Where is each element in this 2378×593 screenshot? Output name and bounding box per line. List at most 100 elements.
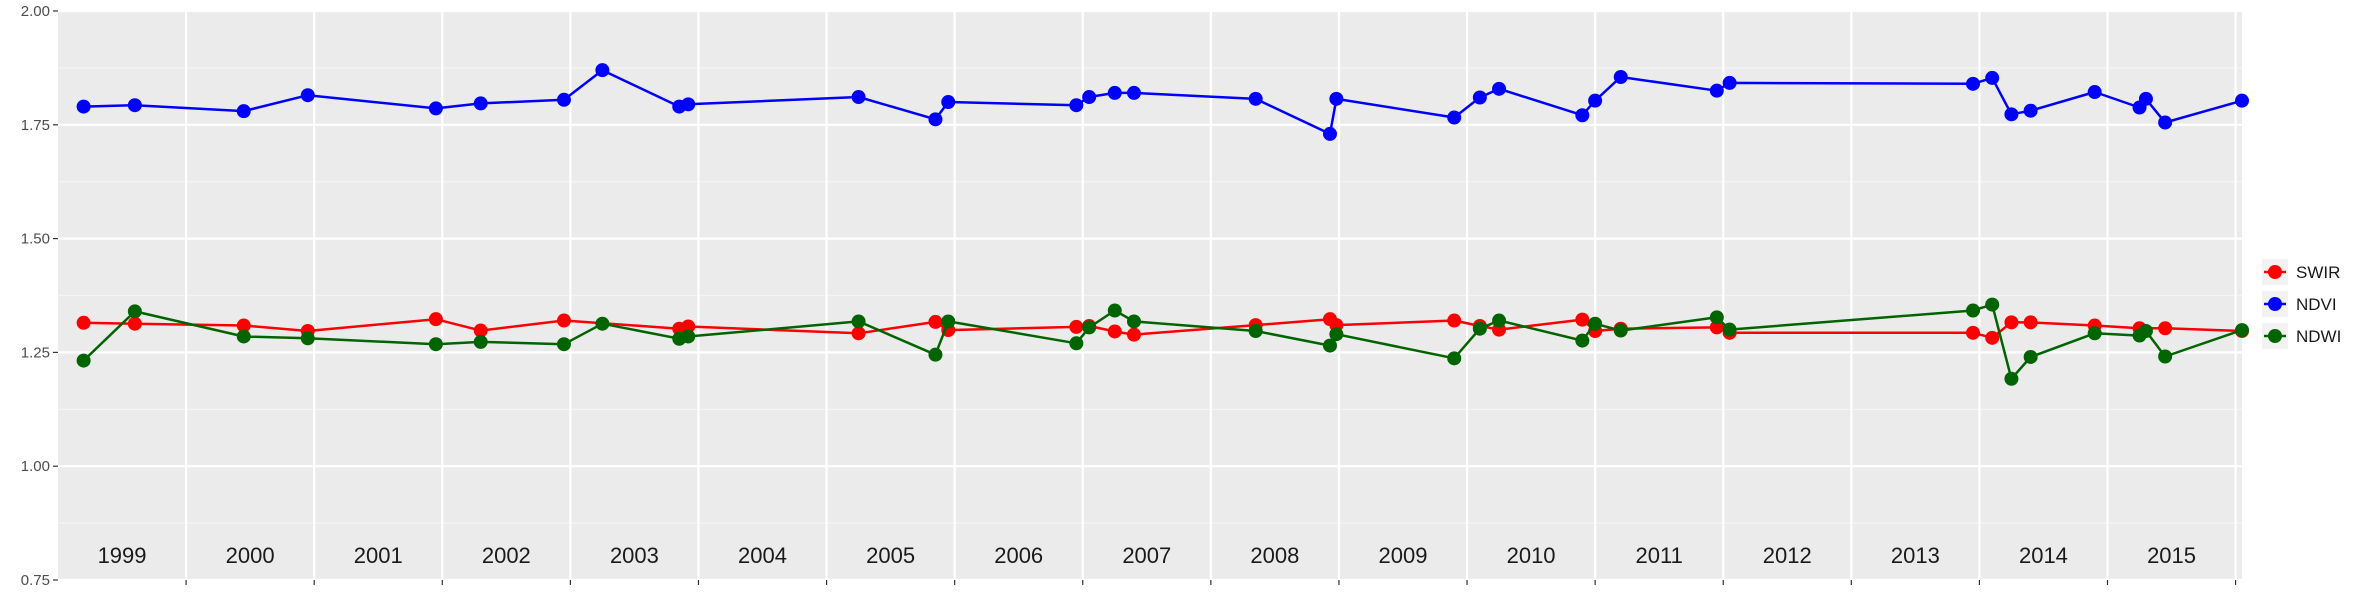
year-label: 2013 bbox=[1891, 543, 1940, 568]
data-point-swir bbox=[1985, 330, 2000, 345]
series-ndvi bbox=[76, 63, 2249, 141]
y-tick-label: 1.75 bbox=[21, 117, 50, 134]
data-point-ndvi bbox=[2138, 91, 2153, 106]
data-point-ndwi bbox=[1248, 324, 1263, 339]
data-point-swir bbox=[428, 312, 443, 327]
data-point-ndwi bbox=[1126, 314, 1141, 329]
year-label: 2006 bbox=[994, 543, 1043, 568]
data-point-ndwi bbox=[1575, 333, 1590, 348]
y-tick-label: 1.50 bbox=[21, 231, 50, 248]
data-point-ndvi bbox=[928, 112, 943, 127]
data-point-ndvi bbox=[1709, 83, 1724, 98]
data-point-swir bbox=[851, 326, 866, 341]
year-label: 2003 bbox=[610, 543, 659, 568]
data-point-ndvi bbox=[1447, 110, 1462, 125]
data-point-ndwi bbox=[2235, 323, 2249, 338]
legend-item-ndvi: NDVI bbox=[2262, 291, 2337, 317]
data-point-ndwi bbox=[236, 329, 251, 344]
data-point-ndwi bbox=[127, 304, 142, 319]
data-point-ndwi bbox=[1492, 313, 1507, 328]
year-label: 2007 bbox=[1122, 543, 1171, 568]
year-label: 2012 bbox=[1763, 543, 1812, 568]
data-point-ndvi bbox=[236, 104, 251, 119]
data-point-swir bbox=[556, 313, 571, 328]
series-layer bbox=[76, 63, 2249, 386]
data-point-ndvi bbox=[851, 90, 866, 105]
data-point-ndwi bbox=[1613, 323, 1628, 338]
data-point-ndwi bbox=[2087, 326, 2102, 341]
year-label: 2004 bbox=[738, 543, 787, 568]
data-point-swir bbox=[681, 319, 696, 334]
data-point-ndvi bbox=[681, 97, 696, 112]
year-label: 2014 bbox=[2019, 543, 2068, 568]
data-point-ndvi bbox=[428, 101, 443, 116]
data-point-ndwi bbox=[76, 353, 91, 368]
data-point-ndvi bbox=[1248, 91, 1263, 106]
data-point-ndvi bbox=[1985, 70, 2000, 85]
data-point-ndvi bbox=[556, 92, 571, 107]
year-label: 2015 bbox=[2147, 543, 2196, 568]
x-axis bbox=[185, 580, 2237, 585]
data-point-ndvi bbox=[1107, 85, 1122, 100]
data-point-ndvi bbox=[1575, 108, 1590, 123]
year-label: 2001 bbox=[354, 543, 403, 568]
data-point-ndwi bbox=[1709, 310, 1724, 325]
data-point-ndwi bbox=[1722, 322, 1737, 337]
year-label: 2011 bbox=[1636, 543, 1683, 568]
data-point-swir bbox=[1709, 320, 1724, 335]
data-point-ndwi bbox=[1472, 321, 1487, 336]
year-label: 1999 bbox=[98, 543, 147, 568]
data-point-ndvi bbox=[1322, 126, 1337, 141]
data-point-ndwi bbox=[2023, 349, 2038, 364]
y-axis: 0.75 1.00 1.25 1.50 1.75 2.00 bbox=[21, 3, 58, 589]
data-point-swir bbox=[2023, 315, 2038, 330]
data-point-ndvi bbox=[1069, 98, 1084, 113]
data-point-ndwi bbox=[1985, 297, 2000, 312]
y-tick-label: 1.00 bbox=[21, 458, 50, 475]
legend-item-ndwi: NDWI bbox=[2262, 323, 2341, 349]
data-point-ndvi bbox=[1082, 90, 1097, 105]
data-point-ndvi bbox=[2004, 107, 2019, 122]
data-point-ndwi bbox=[2138, 324, 2153, 339]
data-point-swir bbox=[236, 318, 251, 333]
data-point-ndvi bbox=[76, 99, 91, 114]
data-point-ndwi bbox=[1588, 316, 1603, 331]
data-point-swir bbox=[1447, 313, 1462, 328]
year-label: 2000 bbox=[226, 543, 275, 568]
data-point-ndvi bbox=[127, 98, 142, 113]
y-tick-label: 2.00 bbox=[21, 3, 50, 20]
data-point-swir bbox=[2004, 315, 2019, 330]
data-point-ndwi bbox=[851, 314, 866, 329]
data-point-swir bbox=[127, 316, 142, 331]
data-point-ndwi bbox=[1069, 336, 1084, 351]
legend-label: SWIR bbox=[2296, 263, 2340, 282]
year-label: 2005 bbox=[866, 543, 915, 568]
data-point-ndwi bbox=[1329, 327, 1344, 342]
data-point-ndwi bbox=[300, 331, 315, 346]
y-tick-label: 1.25 bbox=[21, 344, 50, 361]
data-point-swir bbox=[76, 315, 91, 330]
data-point-ndwi bbox=[595, 316, 610, 331]
data-point-ndvi bbox=[1472, 90, 1487, 105]
legend-key-point bbox=[2268, 297, 2282, 311]
grid-lines bbox=[58, 9, 2242, 582]
data-point-ndvi bbox=[300, 88, 315, 103]
data-point-ndwi bbox=[1322, 338, 1337, 353]
data-point-ndwi bbox=[1966, 303, 1981, 318]
data-point-swir bbox=[1966, 325, 1981, 340]
year-labels: 1999 2000 2001 2002 2003 2004 2005 2006 2007 2008… bbox=[98, 543, 2196, 568]
data-point-ndwi bbox=[2158, 349, 2173, 364]
data-point-swir bbox=[1126, 327, 1141, 342]
data-point-ndwi bbox=[556, 337, 571, 352]
data-point-ndvi bbox=[595, 63, 610, 78]
data-point-ndwi bbox=[941, 314, 956, 329]
data-point-ndvi bbox=[473, 96, 488, 111]
data-point-swir bbox=[1069, 319, 1084, 334]
data-point-ndvi bbox=[2235, 93, 2249, 108]
year-label: 2010 bbox=[1507, 543, 1556, 568]
year-label: 2008 bbox=[1250, 543, 1299, 568]
data-point-ndwi bbox=[428, 337, 443, 352]
year-label: 2002 bbox=[482, 543, 531, 568]
data-point-ndwi bbox=[1107, 303, 1122, 318]
data-point-ndwi bbox=[1082, 320, 1097, 335]
